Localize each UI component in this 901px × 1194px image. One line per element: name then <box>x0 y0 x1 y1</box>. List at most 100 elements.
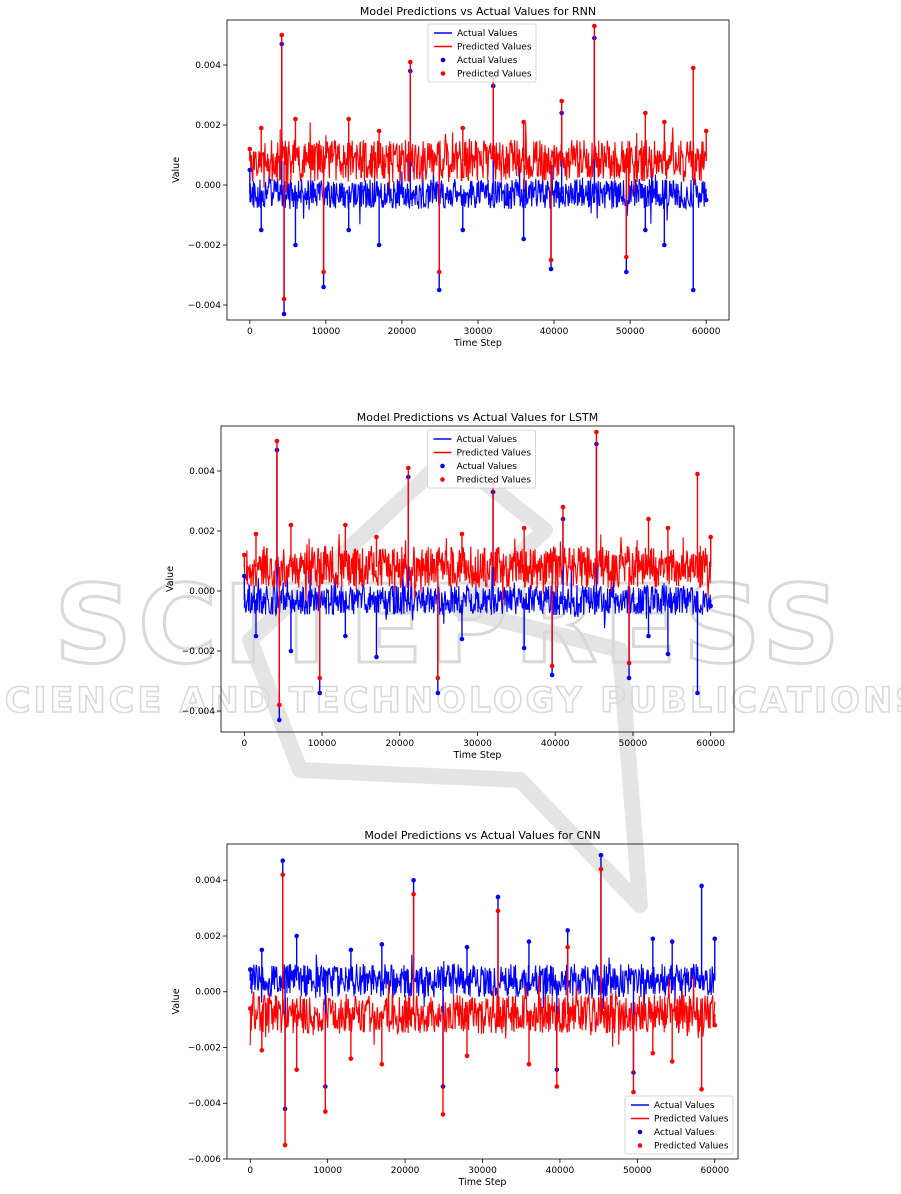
data-point <box>247 167 253 173</box>
legend-label: Predicted Values <box>457 70 532 80</box>
legend-label: Actual Values <box>457 29 518 39</box>
y-tick-label: −0.004 <box>188 1099 222 1109</box>
x-axis-label: Time Step <box>453 750 502 761</box>
data-point <box>258 125 264 131</box>
data-point <box>247 967 253 972</box>
data-point <box>259 1047 265 1053</box>
data-point <box>695 471 700 477</box>
data-point <box>665 651 671 657</box>
x-tick-label: 60000 <box>692 327 721 337</box>
data-point <box>690 65 696 71</box>
data-point <box>242 552 247 558</box>
data-point <box>598 866 604 872</box>
legend: Actual Values Predicted Values Actual Valu… <box>624 1095 734 1155</box>
chart-3: Model Predictions vs Actual Values for C… <box>171 829 739 1188</box>
data-point <box>346 116 351 122</box>
data-point <box>293 242 298 248</box>
data-point <box>646 516 651 522</box>
noise-band-act <box>243 565 712 629</box>
data-point <box>594 429 599 435</box>
plot-area <box>242 429 713 723</box>
data-point <box>650 936 656 942</box>
y-tick-label: 0.004 <box>189 467 215 477</box>
data-point <box>294 933 299 939</box>
chart-title: Model Predictions vs Actual Values for L… <box>357 411 598 424</box>
data-point <box>282 1142 288 1148</box>
data-point <box>592 23 597 29</box>
data-point <box>408 59 413 65</box>
data-point <box>521 645 527 651</box>
data-point <box>459 636 465 642</box>
data-point <box>258 227 264 233</box>
x-tick-label: 60000 <box>696 739 725 749</box>
noise-band-pred <box>249 122 707 197</box>
data-point <box>343 522 348 528</box>
y-tick-label: 0.000 <box>195 181 221 191</box>
y-tick-label: 0.000 <box>189 587 215 597</box>
data-point <box>669 1059 675 1064</box>
data-point <box>631 1089 636 1095</box>
data-point <box>276 717 282 723</box>
data-point <box>288 522 294 528</box>
legend-label: Actual Values <box>654 1101 715 1111</box>
data-point <box>565 928 570 933</box>
data-point <box>280 858 286 864</box>
legend-label: Predicted Values <box>654 1115 729 1125</box>
y-tick-label: 0.002 <box>195 121 221 131</box>
data-point <box>626 675 632 681</box>
x-tick-label: 0 <box>247 327 253 337</box>
data-point <box>690 287 696 293</box>
data-point <box>288 648 294 654</box>
data-point <box>521 236 526 242</box>
data-point <box>247 146 253 152</box>
x-tick-label: 20000 <box>385 739 414 749</box>
x-tick-label: 50000 <box>619 739 648 749</box>
data-point <box>317 675 323 681</box>
y-tick-label: −0.004 <box>188 301 222 311</box>
data-point <box>526 939 532 944</box>
data-point <box>662 119 667 125</box>
legend-marker-swatch <box>637 1129 643 1135</box>
y-tick-label: 0.004 <box>195 876 221 886</box>
data-point <box>376 242 382 248</box>
data-point <box>435 675 441 681</box>
x-tick-label: 50000 <box>623 1166 652 1176</box>
data-point <box>348 1056 354 1061</box>
data-point <box>699 1087 704 1092</box>
data-point <box>281 296 287 302</box>
data-point <box>346 227 351 233</box>
chart-1: Model Predictions vs Actual Values for R… <box>171 5 730 349</box>
legend-label: Predicted Values <box>457 449 532 459</box>
x-tick-label: 10000 <box>312 327 341 337</box>
noise-band-act <box>249 163 707 225</box>
x-axis-label: Time Step <box>453 338 502 349</box>
data-point <box>526 1061 532 1067</box>
data-point <box>317 690 323 696</box>
data-point <box>376 128 382 134</box>
y-axis-label: Value <box>171 157 182 183</box>
x-tick-label: 60000 <box>700 1166 729 1176</box>
y-tick-label: 0.000 <box>195 988 221 998</box>
data-point <box>276 702 282 708</box>
x-tick-label: 30000 <box>463 739 492 749</box>
noise-band-act <box>249 954 716 1014</box>
x-tick-label: 40000 <box>546 1166 575 1176</box>
legend: Actual Values Predicted Values Actual Valu… <box>427 23 537 83</box>
legend-box <box>427 23 537 83</box>
data-point <box>521 119 526 125</box>
x-tick-label: 10000 <box>308 739 337 749</box>
data-point <box>598 852 604 858</box>
y-tick-label: −0.006 <box>188 1155 222 1165</box>
data-point <box>548 266 554 272</box>
legend-box <box>427 429 536 489</box>
data-point <box>253 633 259 639</box>
legend-label: Predicted Values <box>654 1142 729 1152</box>
legend-label: Actual Values <box>654 1128 715 1138</box>
data-point <box>436 269 442 275</box>
data-point <box>374 654 379 660</box>
data-point <box>643 110 648 116</box>
legend-marker-swatch <box>440 463 445 469</box>
y-tick-label: −0.002 <box>188 1043 221 1053</box>
legend-label: Predicted Values <box>457 43 532 53</box>
data-point <box>242 573 247 579</box>
